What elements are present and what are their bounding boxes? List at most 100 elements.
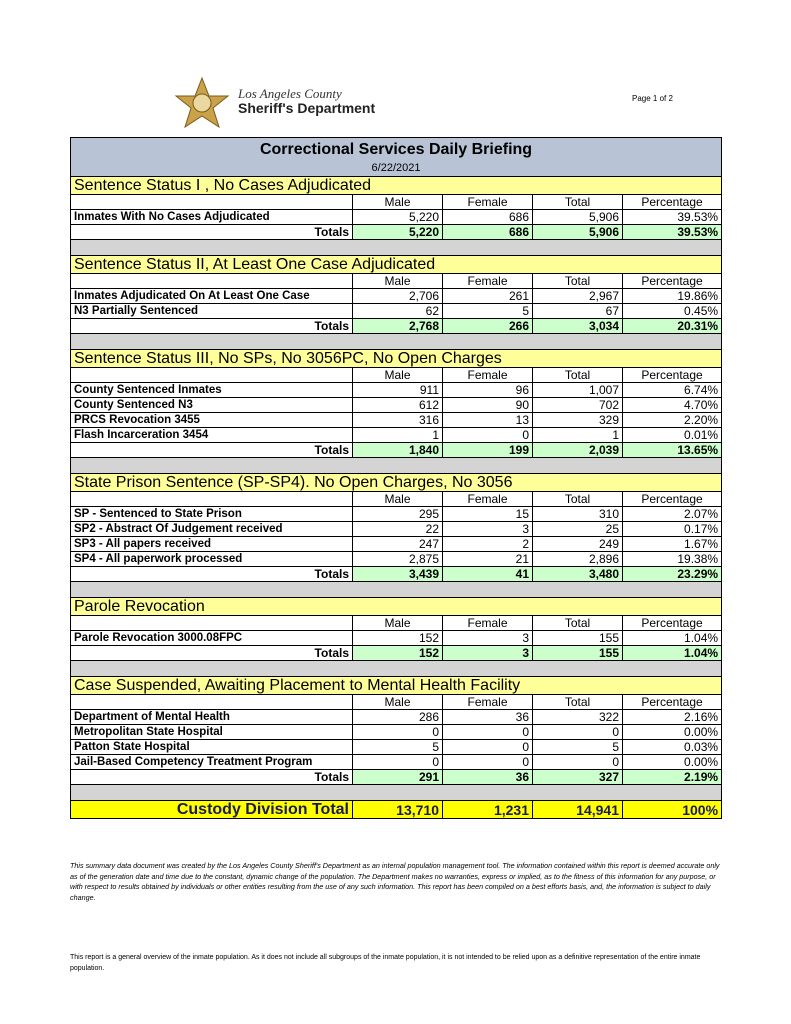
- totals-value: 291: [352, 769, 443, 785]
- column-header: Percentage: [621, 694, 723, 710]
- data-row: Patton State Hospital 5 0 5 0.03%: [70, 739, 723, 755]
- totals-value: 155: [532, 645, 623, 661]
- totals-value: 5,220: [352, 224, 443, 240]
- totals-label: Totals: [70, 645, 353, 661]
- column-header-row: Male Female Total Percentage: [70, 194, 723, 210]
- agency-line2: Sheriff's Department: [238, 100, 375, 116]
- row-label: Department of Mental Health: [70, 709, 353, 725]
- cell-value: 6.74%: [621, 382, 723, 398]
- section-header: Parole Revocation: [69, 597, 723, 616]
- data-row: N3 Partially Sentenced 62 5 67 0.45%: [70, 303, 723, 319]
- column-header: Percentage: [621, 194, 723, 210]
- report-date: 6/22/2021: [371, 162, 421, 174]
- section-header: Sentence Status I , No Cases Adjudicated: [69, 176, 723, 195]
- data-row: SP3 - All papers received 247 2 249 1.67%: [70, 536, 723, 552]
- cell-value: 0.00%: [621, 724, 723, 740]
- column-header: Total: [532, 694, 623, 710]
- column-header: Total: [532, 615, 623, 631]
- totals-row: Totals 152 3 155 1.04%: [70, 645, 723, 661]
- data-row: Inmates Adjudicated On At Least One Case…: [70, 288, 723, 304]
- section-title: Case Suspended, Awaiting Placement to Me…: [69, 676, 723, 695]
- cell-value: 19.86%: [621, 288, 723, 304]
- data-row: SP4 - All paperwork processed 2,875 21 2,89…: [70, 551, 723, 567]
- data-row: SP - Sentenced to State Prison 295 15 310 2.…: [70, 506, 723, 522]
- cell-value: 249: [532, 536, 623, 552]
- cell-value: 2,875: [352, 551, 443, 567]
- totals-row: Totals 2,768 266 3,034 20.31%: [70, 318, 723, 334]
- cell-value: 316: [352, 412, 443, 428]
- cell-value: 5,220: [352, 209, 443, 225]
- section-title: Parole Revocation: [69, 597, 723, 616]
- section-title: Sentence Status III, No SPs, No 3056PC, …: [69, 349, 723, 368]
- cell-value: 0.17%: [621, 521, 723, 537]
- section-header: Sentence Status II, At Least One Case Ad…: [69, 255, 723, 274]
- cell-value: 0.01%: [621, 427, 723, 443]
- totals-value: 199: [442, 442, 533, 458]
- spacer-cell: [69, 660, 723, 677]
- title-row: Correctional Services Daily Briefing 6/22…: [69, 137, 723, 177]
- cell-value: 612: [352, 397, 443, 413]
- grand-total-value: 100%: [621, 800, 723, 819]
- totals-label: Totals: [70, 566, 353, 582]
- cell-value: 0: [532, 754, 623, 770]
- cell-value: 21: [442, 551, 533, 567]
- data-row: SP2 - Abstract Of Judgement received 22 3 2…: [70, 521, 723, 537]
- totals-label: Totals: [70, 224, 353, 240]
- grand-total-value: 14,941: [532, 800, 623, 819]
- data-row: Metropolitan State Hospital 0 0 0 0.00%: [70, 724, 723, 740]
- column-header: Male: [352, 194, 443, 210]
- column-header: Total: [532, 367, 623, 383]
- cell-value: 2,967: [532, 288, 623, 304]
- totals-value: 2.19%: [621, 769, 723, 785]
- grand-total-label: Custody Division Total: [70, 800, 353, 819]
- row-label: Inmates With No Cases Adjudicated: [70, 209, 353, 225]
- row-label: Jail-Based Competency Treatment Program: [70, 754, 353, 770]
- column-header: Male: [352, 367, 443, 383]
- cell-value: 155: [532, 630, 623, 646]
- column-header-row: Male Female Total Percentage: [70, 491, 723, 507]
- column-header-row: Male Female Total Percentage: [70, 273, 723, 289]
- cell-value: 295: [352, 506, 443, 522]
- spacer-row: [69, 660, 723, 677]
- row-label: Parole Revocation 3000.08FPC: [70, 630, 353, 646]
- cell-value: 13: [442, 412, 533, 428]
- cell-value: 3: [442, 630, 533, 646]
- row-label: SP3 - All papers received: [70, 536, 353, 552]
- grand-total-row: Custody Division Total 13,710 1,231 14,941 1…: [70, 800, 723, 819]
- column-header: Total: [532, 491, 623, 507]
- cell-value: 286: [352, 709, 443, 725]
- cell-value: 0: [442, 754, 533, 770]
- totals-value: 36: [442, 769, 533, 785]
- cell-value: 15: [442, 506, 533, 522]
- column-header: Percentage: [621, 367, 723, 383]
- totals-row: Totals 1,840 199 2,039 13.65%: [70, 442, 723, 458]
- data-row: Jail-Based Competency Treatment Program 0…: [70, 754, 723, 770]
- title-cell: Correctional Services Daily Briefing 6/22…: [69, 137, 723, 177]
- totals-value: 23.29%: [621, 566, 723, 582]
- spacer-row: [69, 457, 723, 474]
- spacer-cell: [69, 333, 723, 350]
- cell-value: 329: [532, 412, 623, 428]
- column-header: Male: [352, 615, 443, 631]
- cell-value: 90: [442, 397, 533, 413]
- briefing-table: Correctional Services Daily Briefing 6/22…: [69, 137, 723, 819]
- data-row: County Sentenced N3 612 90 702 4.70%: [70, 397, 723, 413]
- cell-value: 19.38%: [621, 551, 723, 567]
- disclaimer: This summary data document was created b…: [70, 861, 720, 902]
- totals-value: 3,439: [352, 566, 443, 582]
- cell-value: 39.53%: [621, 209, 723, 225]
- cell-value: 2,706: [352, 288, 443, 304]
- totals-row: Totals 3,439 41 3,480 23.29%: [70, 566, 723, 582]
- cell-value: 5: [532, 739, 623, 755]
- cell-value: 0.03%: [621, 739, 723, 755]
- totals-row: Totals 5,220 686 5,906 39.53%: [70, 224, 723, 240]
- logo: Los Angeles County Sheriff's Department: [174, 76, 375, 129]
- cell-value: 261: [442, 288, 533, 304]
- cell-value: 36: [442, 709, 533, 725]
- column-header-row: Male Female Total Percentage: [70, 367, 723, 383]
- cell-value: 247: [352, 536, 443, 552]
- column-header: Percentage: [621, 615, 723, 631]
- cell-value: 5: [442, 303, 533, 319]
- totals-value: 2,768: [352, 318, 443, 334]
